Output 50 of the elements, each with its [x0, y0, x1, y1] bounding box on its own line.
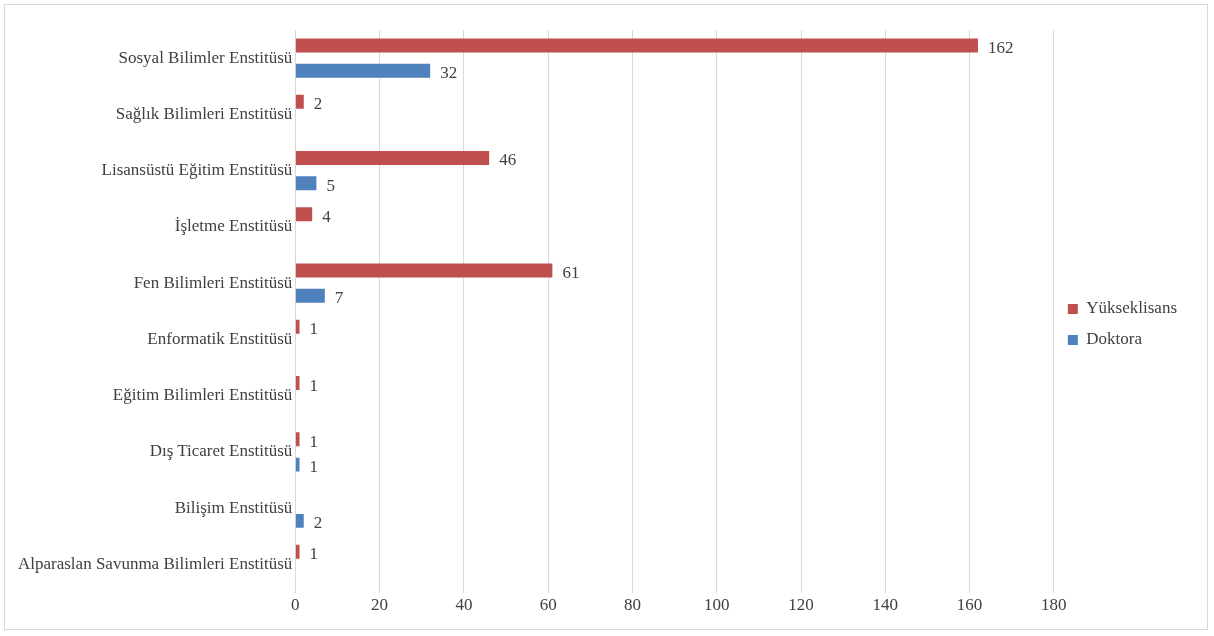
y-tick-label: İşletme Enstitüsü	[174, 216, 293, 236]
data-label: 2	[313, 94, 323, 114]
data-label: 1	[309, 544, 319, 564]
legend-label: Doktora	[1086, 329, 1143, 349]
bar	[295, 288, 325, 303]
data-label: 5	[326, 175, 335, 195]
data-label: 1	[309, 431, 319, 451]
x-tick-label: 180	[1041, 595, 1067, 615]
data-label: 2	[313, 513, 323, 533]
bar	[295, 376, 300, 390]
bar	[295, 319, 300, 334]
bar	[295, 151, 490, 165]
data-label: 4	[322, 206, 332, 226]
x-tick-label: 40	[455, 595, 473, 615]
y-tick-label: Enformatik Enstitüsü	[147, 328, 293, 348]
bar	[295, 457, 300, 472]
bar	[295, 513, 304, 528]
data-label: 61	[562, 262, 580, 282]
x-tick-label: 80	[623, 595, 641, 615]
y-tick-label: Eğitim Bilimleri Enstitüsü	[112, 385, 293, 405]
bar	[295, 432, 300, 447]
y-tick-label: Dış Ticaret Enstitüsü	[149, 441, 293, 461]
x-tick-label: 140	[872, 595, 899, 615]
y-tick-label: Sosyal Bilimler Enstitüsü	[118, 47, 293, 67]
y-tick-label: Lisansüstü Eğitim Enstitüsü	[101, 160, 293, 180]
bar	[295, 176, 317, 191]
bar	[295, 94, 304, 109]
x-tick-label: 20	[371, 595, 389, 615]
data-label: 162	[987, 37, 1014, 57]
bar	[295, 63, 431, 78]
data-label: 1	[309, 375, 319, 395]
x-tick-label: 0	[291, 595, 300, 615]
legend-label: Yükseklisans	[1086, 298, 1178, 318]
data-label: 46	[499, 150, 517, 170]
y-tick-label: Fen Bilimleri Enstitüsü	[133, 272, 293, 292]
bar	[295, 544, 300, 559]
bar	[295, 38, 978, 53]
bar	[295, 207, 313, 222]
x-tick-label: 160	[956, 595, 983, 615]
data-label: 1	[309, 319, 319, 339]
data-label: 1	[309, 457, 319, 477]
bar	[295, 263, 553, 278]
y-tick-label: Bilişim Enstitüsü	[174, 497, 293, 517]
x-tick-label: 100	[703, 595, 730, 615]
y-tick-label: Alparaslan Savunma Bilimleri Enstitüsü	[18, 553, 293, 573]
y-tick-label: Sağlık Bilimleri Enstitüsü	[115, 103, 293, 123]
x-tick-label: 120	[788, 595, 814, 615]
data-label: 32	[440, 63, 458, 83]
x-tick-label: 60	[539, 595, 557, 615]
data-label: 7	[334, 288, 344, 308]
